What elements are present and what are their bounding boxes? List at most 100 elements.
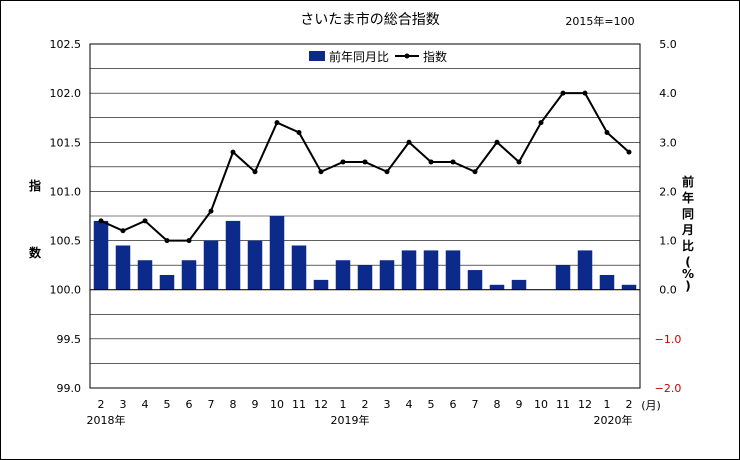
x-tick-label: 7	[208, 398, 215, 411]
x-tick-label: 8	[230, 398, 237, 411]
bar	[291, 245, 307, 290]
right-axis-label-char: 月	[681, 223, 694, 237]
right-tick-label: 0.0	[659, 284, 677, 297]
bar	[313, 279, 329, 290]
left-tick-label: 102.5	[50, 38, 82, 51]
x-tick-label: 5	[164, 398, 171, 411]
x-tick-label: 2	[98, 398, 105, 411]
x-tick-label: 12	[314, 398, 328, 411]
line-point	[120, 228, 126, 234]
base-year-note: 2015年=100	[565, 14, 634, 28]
right-tick-label: 1.0	[659, 235, 677, 248]
bar	[181, 260, 197, 290]
line-point	[428, 159, 434, 165]
bar	[599, 274, 615, 290]
right-tick-label: 4.0	[659, 87, 677, 100]
bar	[203, 240, 219, 290]
bar	[137, 260, 153, 290]
line-point	[494, 139, 500, 145]
line-point	[560, 90, 566, 96]
right-axis-label-char: (	[685, 255, 690, 269]
line-point	[252, 169, 258, 175]
line-point	[516, 159, 522, 165]
left-tick-label: 100.5	[50, 235, 82, 248]
left-tick-label: 99.5	[57, 333, 82, 346]
x-tick-label: 1	[604, 398, 611, 411]
legend: 前年同月比 指数	[309, 49, 447, 64]
line-point	[582, 90, 588, 96]
left-axis-label-char-1: 指	[29, 178, 41, 193]
x-tick-label: 8	[494, 398, 501, 411]
bar	[511, 279, 527, 290]
line-point	[230, 149, 236, 155]
year-label-2018: 2018年	[87, 413, 126, 427]
x-tick-label: 5	[428, 398, 435, 411]
left-tick-label: 102.0	[50, 87, 82, 100]
line-point	[362, 159, 368, 165]
bar	[269, 216, 285, 290]
x-tick-label: 11	[556, 398, 570, 411]
left-tick-label: 101.0	[50, 185, 82, 198]
bar	[225, 220, 241, 290]
bar	[247, 240, 263, 290]
x-tick-label: 3	[120, 398, 127, 411]
line-point	[318, 169, 324, 175]
line-point	[406, 139, 412, 145]
bar	[555, 265, 571, 290]
line-point	[142, 218, 148, 224]
x-tick-label: 4	[142, 398, 149, 411]
legend-line-label: 指数	[423, 49, 447, 64]
bar	[423, 250, 439, 290]
line-point	[384, 169, 390, 175]
right-axis-label-char: %	[682, 267, 694, 281]
bar	[93, 220, 109, 290]
left-axis-label-char-2: 数	[29, 245, 42, 260]
bar	[115, 245, 131, 290]
line-point	[604, 129, 610, 135]
line-point	[472, 169, 478, 175]
legend-bar-swatch	[309, 51, 325, 61]
line-point	[626, 149, 632, 155]
x-tick-label: 6	[186, 398, 193, 411]
right-axis-label-char: 同	[682, 207, 694, 221]
x-tick-label: 3	[384, 398, 391, 411]
grid-lines	[90, 68, 640, 364]
bar	[335, 260, 351, 290]
right-tick-label: 5.0	[659, 38, 677, 51]
year-label-2020: 2020年	[594, 413, 633, 427]
bar	[159, 274, 175, 290]
x-tick-label: 6	[450, 398, 457, 411]
legend-line-marker	[404, 53, 410, 59]
left-tick-label: 99.0	[57, 382, 82, 395]
bar-series	[93, 216, 637, 290]
right-axis-label-char: 年	[682, 190, 694, 205]
bar	[489, 284, 505, 290]
chart-title: さいたま市の総合指数	[300, 11, 440, 28]
x-tick-label: 12	[578, 398, 592, 411]
line-point	[340, 159, 346, 165]
right-axis-label-char: )	[685, 279, 690, 293]
x-tick-label: 9	[252, 398, 259, 411]
left-axis-ticks: 102.5 102.0 101.5 101.0 100.5 100.0 99.5 99.0	[50, 38, 82, 395]
x-tick-label: 11	[292, 398, 306, 411]
line-point	[186, 238, 192, 244]
left-tick-label: 101.5	[50, 136, 82, 149]
x-tick-label: 7	[472, 398, 479, 411]
x-tick-label: 2	[626, 398, 633, 411]
right-axis-label: 前年同月比 (%)	[681, 174, 694, 293]
x-tick-label: 4	[406, 398, 413, 411]
right-tick-label: −1.0	[655, 333, 682, 346]
x-tick-label: 9	[516, 398, 523, 411]
line-point	[208, 208, 214, 214]
line-series	[98, 90, 632, 244]
bar	[621, 284, 637, 290]
right-tick-label: 2.0	[659, 185, 677, 198]
right-axis-label-char: 前	[682, 174, 694, 189]
bar	[357, 265, 373, 290]
line-point	[98, 218, 104, 224]
line-point	[450, 159, 456, 165]
line-point	[274, 120, 280, 126]
bar	[379, 260, 395, 290]
right-tick-label: 3.0	[659, 136, 677, 149]
